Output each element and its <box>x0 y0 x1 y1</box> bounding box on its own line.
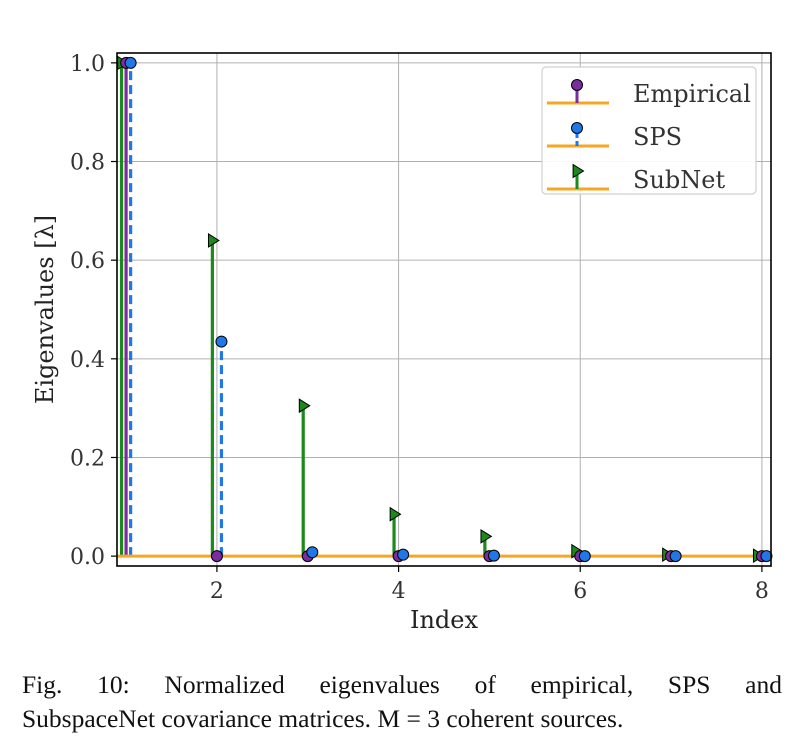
y-tick-label: 0.4 <box>70 348 105 373</box>
marker-sps <box>760 550 773 563</box>
marker-subnet <box>389 506 402 522</box>
legend-marker-sps <box>571 122 583 134</box>
plot-frame <box>116 52 772 567</box>
legend-marker-empirical <box>571 79 583 91</box>
x-tick-label: 2 <box>210 579 224 604</box>
marker-empirical <box>210 550 223 563</box>
legend: Empirical SPS SubNet <box>541 66 757 195</box>
y-tick-label: 0.8 <box>70 151 105 176</box>
marker-subnet <box>207 233 220 248</box>
marker-subnet <box>480 529 493 544</box>
markers <box>117 55 773 564</box>
legend-label-empirical: Empirical <box>633 80 751 108</box>
marker-sps <box>306 546 319 559</box>
legend-label-subnet: SubNet <box>633 166 725 194</box>
x-tick-label: 8 <box>755 579 769 604</box>
legend-label-sps: SPS <box>633 123 682 151</box>
legend-box <box>541 66 757 195</box>
legend-marker-subnet <box>572 163 585 179</box>
marker-sps <box>487 549 500 562</box>
x-tick-label: 4 <box>392 579 406 604</box>
y-axis-label: Eigenvalues [λ] <box>31 215 59 404</box>
y-tick-label: 0.2 <box>70 446 105 471</box>
x-tick-label: 6 <box>573 579 587 604</box>
stems <box>117 62 771 558</box>
marker-sps <box>669 550 682 563</box>
marker-sps <box>397 548 410 561</box>
caption-line-1: Fig. 10: Normalized eigenvalues of empir… <box>22 670 782 699</box>
marker-sps <box>578 550 591 563</box>
y-tick-label: 0.6 <box>70 249 105 274</box>
eigenvalue-stem-chart: 2 4 6 8 0.0 0.2 0.4 0.6 0.8 1.0 Index Eigenvalues… <box>31 52 773 634</box>
marker-sps <box>215 335 228 348</box>
x-axis-label: Index <box>410 606 479 634</box>
marker-subnet <box>298 398 311 414</box>
caption-line-2: SubspaceNet covariance matrices. M = 3 c… <box>22 704 624 733</box>
marker-sps <box>124 56 137 69</box>
y-tick-label: 1.0 <box>70 52 105 77</box>
y-tick-label: 0.0 <box>70 545 105 570</box>
tick-labels: 2 4 6 8 0.0 0.2 0.4 0.6 0.8 1.0 <box>70 52 769 604</box>
figure-caption: Fig. 10: Normalized eigenvalues of empir… <box>22 668 782 736</box>
